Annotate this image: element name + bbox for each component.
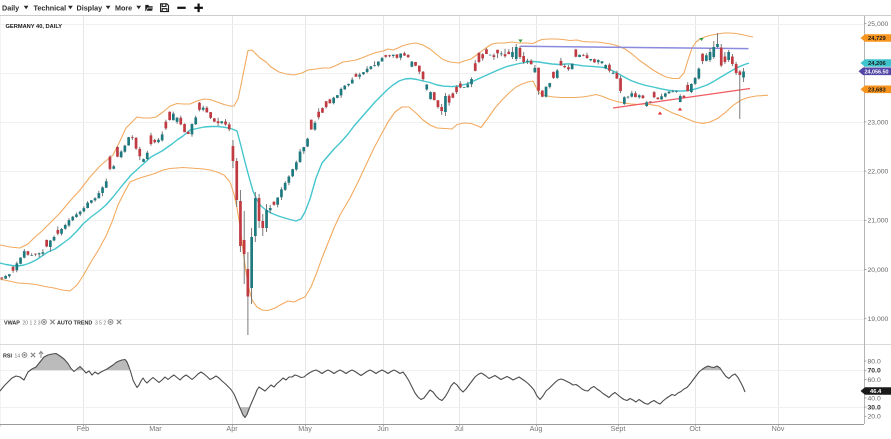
svg-text:Jun: Jun xyxy=(377,424,389,433)
svg-text:24,206: 24,206 xyxy=(868,61,887,67)
svg-text:Oct: Oct xyxy=(689,424,700,433)
svg-text:Mar: Mar xyxy=(149,424,162,433)
svg-text:Feb: Feb xyxy=(77,424,89,433)
svg-text:14: 14 xyxy=(15,353,21,359)
svg-text:VWAP: VWAP xyxy=(4,320,20,326)
svg-text:Apr: Apr xyxy=(226,424,238,433)
svg-text:3 5 2: 3 5 2 xyxy=(95,320,106,326)
svg-text:23,683: 23,683 xyxy=(868,88,887,94)
svg-text:23,000: 23,000 xyxy=(868,119,889,126)
svg-text:25,000: 25,000 xyxy=(868,21,889,28)
svg-text:RSI: RSI xyxy=(3,353,12,359)
svg-text:Jul: Jul xyxy=(454,424,464,433)
svg-text:GERMANY 40, DAILY: GERMANY 40, DAILY xyxy=(6,24,63,30)
svg-text:20 1 2 3: 20 1 2 3 xyxy=(23,320,41,326)
svg-text:21,000: 21,000 xyxy=(868,218,889,225)
svg-text:19,000: 19,000 xyxy=(868,316,889,323)
svg-text:AUTO TREND: AUTO TREND xyxy=(57,320,92,326)
svg-text:20.0: 20.0 xyxy=(868,414,881,421)
svg-text:20,000: 20,000 xyxy=(868,267,889,274)
svg-text:60.0: 60.0 xyxy=(868,377,881,384)
svg-text:70.0: 70.0 xyxy=(868,368,881,375)
svg-text:Aug: Aug xyxy=(530,424,543,433)
svg-text:Daily: Daily xyxy=(2,4,19,13)
svg-text:24,056.50: 24,056.50 xyxy=(865,70,889,76)
svg-text:Nov: Nov xyxy=(772,424,785,433)
svg-text:46.4: 46.4 xyxy=(870,389,882,395)
svg-text:30.0: 30.0 xyxy=(868,405,881,412)
svg-text:24,729: 24,729 xyxy=(868,36,887,42)
svg-text:Technical: Technical xyxy=(34,4,67,13)
svg-text:80.0: 80.0 xyxy=(868,359,881,366)
svg-text:Display: Display xyxy=(77,4,103,13)
svg-text:More: More xyxy=(115,4,132,13)
svg-text:May: May xyxy=(298,424,312,433)
svg-text:Sept: Sept xyxy=(611,424,626,433)
svg-text:40.0: 40.0 xyxy=(868,395,881,402)
svg-text:22,000: 22,000 xyxy=(868,169,889,176)
